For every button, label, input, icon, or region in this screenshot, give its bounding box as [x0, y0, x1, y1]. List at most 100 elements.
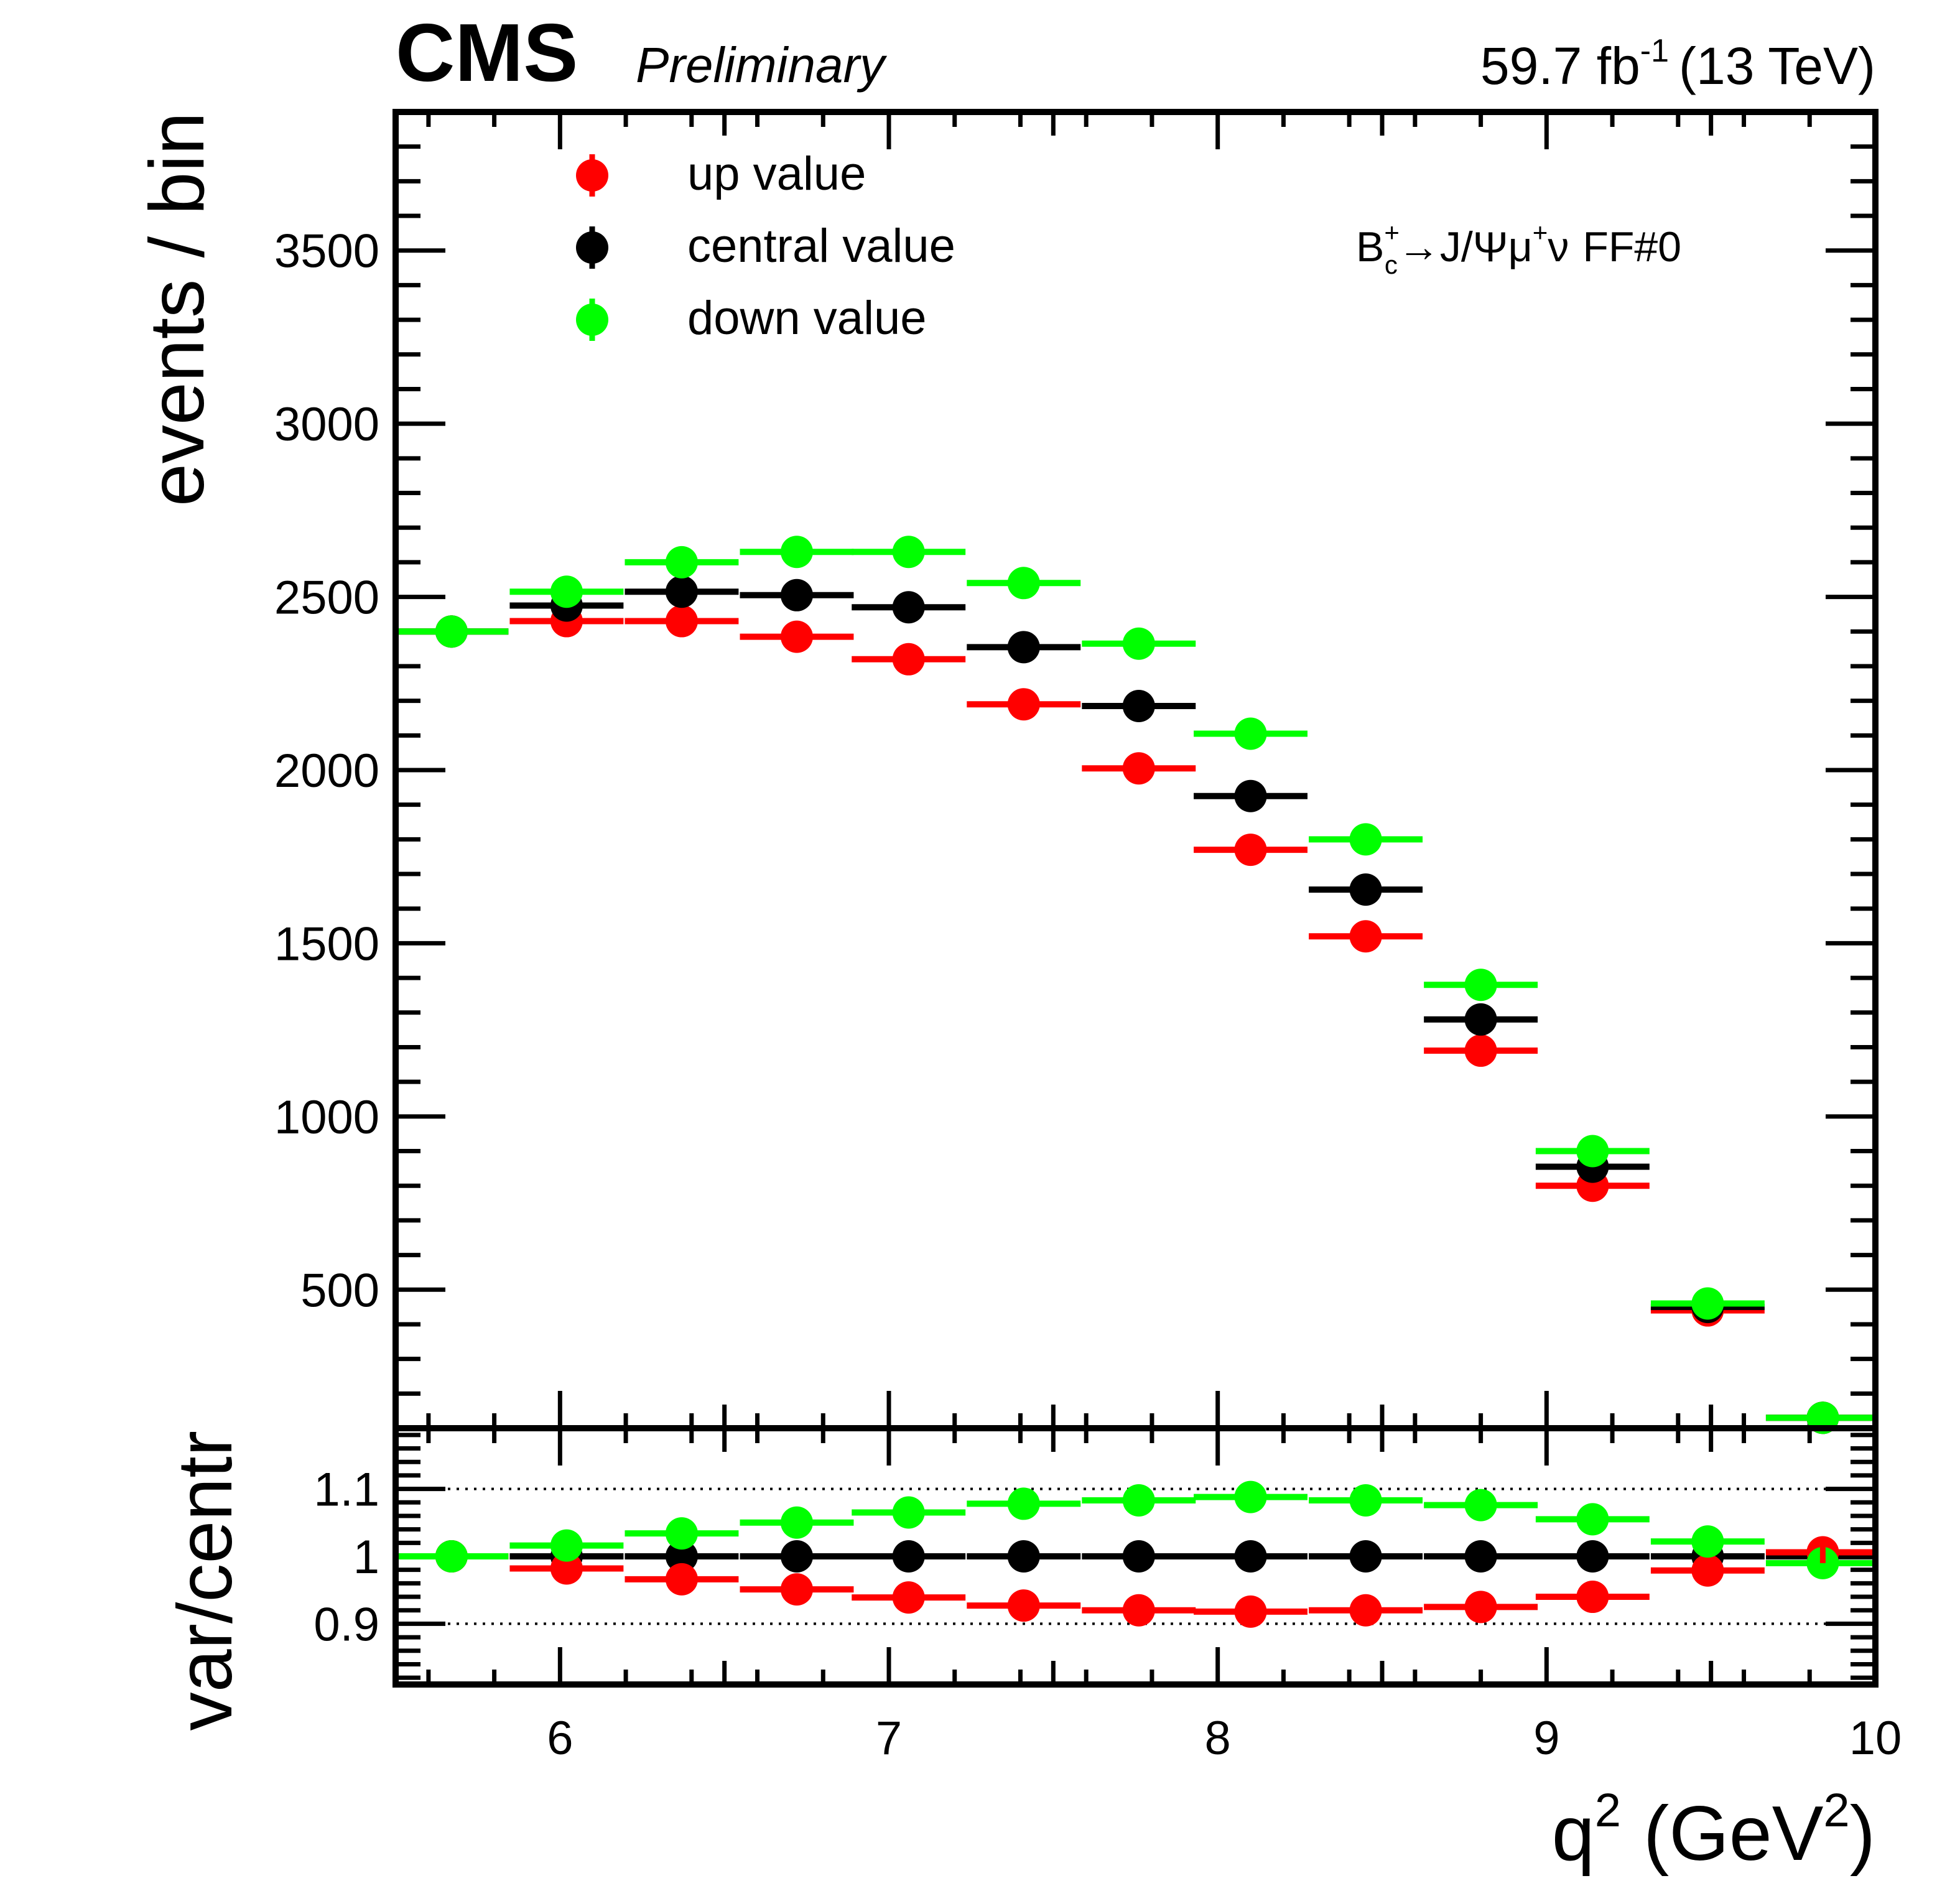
- ratio-central-point: [780, 1540, 813, 1573]
- ratio-y-tick-label: 1.1: [314, 1464, 379, 1517]
- x-tick-label: 7: [876, 1712, 902, 1765]
- x-tick-label: 10: [1849, 1712, 1902, 1765]
- main-up-point: [665, 605, 698, 638]
- main-down-point: [1234, 717, 1267, 750]
- main-down-point: [435, 615, 468, 648]
- main-central-point: [665, 575, 698, 608]
- main-down-point: [892, 536, 925, 569]
- ratio-up-point: [1234, 1595, 1267, 1628]
- ratio-up-point: [1007, 1589, 1040, 1622]
- legend-up-label: up value: [687, 147, 866, 200]
- process-tag: FF#0: [1582, 223, 1681, 271]
- main-up-point: [780, 620, 813, 653]
- main-central-point: [780, 578, 813, 611]
- ratio-up-point: [1691, 1554, 1724, 1587]
- main-up-point: [892, 643, 925, 676]
- ratio-y-axis-title: var/centr: [162, 1431, 248, 1731]
- ratio-central-point: [1349, 1540, 1382, 1573]
- x-tick-label: 8: [1205, 1712, 1231, 1765]
- x-axis-unit-close: ): [1850, 1791, 1875, 1877]
- ratio-y-tick-label: 0.9: [314, 1598, 379, 1651]
- main-central-point: [1122, 689, 1155, 722]
- ratio-down-point: [780, 1506, 813, 1539]
- ratio-down-point: [435, 1540, 468, 1573]
- ratio-up-point: [1122, 1594, 1155, 1627]
- ratio-down-point: [550, 1529, 583, 1562]
- main-down-point: [1007, 567, 1040, 600]
- ratio-panel-frame: [392, 1425, 1879, 1688]
- ratio-central-point: [665, 1540, 698, 1573]
- cms-label: CMS: [396, 7, 578, 98]
- process-charge: +: [1384, 218, 1400, 247]
- main-y-axis-title: events / bin: [134, 112, 220, 506]
- main-down-point: [1349, 823, 1382, 856]
- ratio-central-point: [1576, 1540, 1609, 1573]
- ratio-down-point: [1349, 1484, 1382, 1517]
- main-central-point: [1007, 631, 1040, 664]
- ratio-up-point: [892, 1581, 925, 1614]
- ratio-down-point: [1691, 1525, 1724, 1558]
- ratio-y-tick-label: 1: [353, 1531, 379, 1584]
- preliminary-label: Preliminary: [636, 37, 888, 93]
- ratio-panel: 0.9 1 1.1 6 7 8 9 10: [314, 1425, 1902, 1765]
- ratio-up-point: [1349, 1594, 1382, 1627]
- ratio-down-point: [1576, 1503, 1609, 1536]
- ratio-down-point: [1234, 1480, 1267, 1513]
- process-particle: B: [1356, 223, 1384, 271]
- main-y-tick-label: 3500: [274, 225, 379, 278]
- main-central-point: [1234, 779, 1267, 812]
- x-tick-label: 6: [547, 1712, 573, 1765]
- ratio-up-point: [780, 1573, 813, 1606]
- ratio-down-point: [1122, 1484, 1155, 1517]
- main-y-tick-label: 500: [300, 1264, 379, 1317]
- main-y-tick-label: 3000: [274, 398, 379, 451]
- ratio-central-point: [1122, 1540, 1155, 1573]
- main-up-point: [1464, 1034, 1497, 1067]
- main-up-point: [1007, 688, 1040, 721]
- legend-central-marker: [576, 231, 608, 264]
- process-muon-charge: +: [1533, 218, 1548, 247]
- legend: up value central value down value: [576, 147, 955, 345]
- main-y-tick-label: 1000: [274, 1091, 379, 1144]
- ratio-down-point: [1007, 1487, 1040, 1520]
- legend-item-central: central value: [576, 220, 955, 272]
- main-y-tick-label: 1500: [274, 918, 379, 970]
- main-up-point: [1349, 920, 1382, 953]
- x-axis-var-exp: 2: [1595, 1784, 1621, 1837]
- main-panel: 500 1000 1500 2000 2500 3000 3500: [274, 109, 1879, 1434]
- legend-down-marker: [576, 304, 608, 336]
- ratio-central-point: [1234, 1540, 1267, 1573]
- main-y-tick-label: 2000: [274, 745, 379, 797]
- ratio-up-point: [665, 1563, 698, 1596]
- energy-label: (13 TeV): [1679, 37, 1875, 95]
- ratio-up-point: [550, 1552, 583, 1585]
- x-axis-unit-exp: 2: [1823, 1784, 1849, 1837]
- x-axis-unit: (GeV: [1643, 1791, 1824, 1877]
- main-down-point: [550, 575, 583, 608]
- process-decay: →J/Ψμ: [1398, 223, 1533, 271]
- x-axis-var: q: [1552, 1791, 1595, 1877]
- main-central-point: [1464, 1003, 1497, 1036]
- main-down-point: [1122, 627, 1155, 660]
- process-neutrino: ν: [1548, 223, 1569, 271]
- main-y-tick-label: 2500: [274, 572, 379, 625]
- luminosity-label: 59.7 fb-1 (13 TeV): [1480, 33, 1875, 95]
- main-central-point: [892, 591, 925, 624]
- main-down-point: [1691, 1287, 1724, 1320]
- ratio-up-point: [1464, 1591, 1497, 1624]
- main-down-point: [1464, 969, 1497, 1001]
- ratio-central-point: [892, 1540, 925, 1573]
- luminosity-exponent: -1: [1640, 33, 1669, 69]
- ratio-down-point: [665, 1517, 698, 1550]
- process-annotation: B+ c→J/Ψμ+ν FF#0: [1356, 218, 1681, 279]
- legend-central-label: central value: [687, 220, 955, 272]
- main-down-point: [780, 536, 813, 569]
- legend-item-up: up value: [576, 147, 866, 200]
- ratio-down-point: [892, 1496, 925, 1529]
- process-flavour: c: [1385, 250, 1398, 279]
- main-up-point: [1122, 752, 1155, 785]
- luminosity-value: 59.7 fb: [1480, 37, 1640, 95]
- ratio-central-point: [1464, 1540, 1497, 1573]
- main-down-point: [1576, 1135, 1609, 1168]
- x-axis-title: q2 (GeV2): [1552, 1784, 1875, 1877]
